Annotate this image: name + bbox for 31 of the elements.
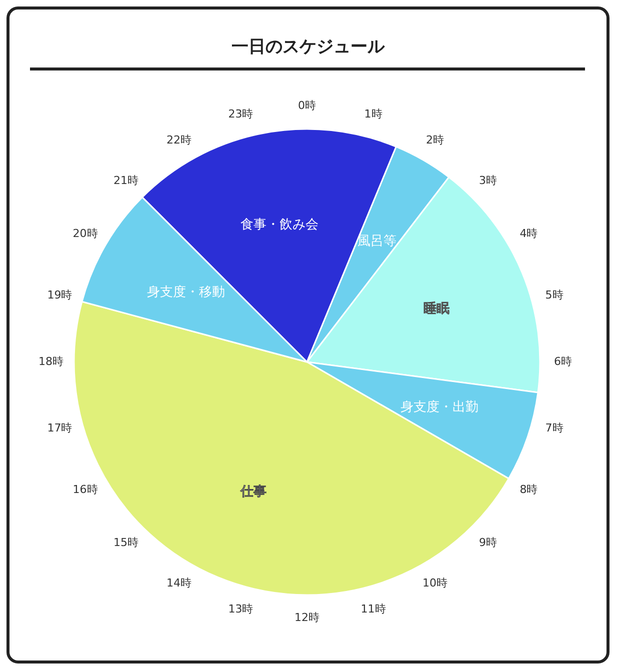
- chart-title: 一日のスケジュール: [232, 37, 386, 57]
- text: 22時: [166, 133, 192, 146]
- text: 8時: [520, 483, 538, 496]
- text: 18時: [38, 355, 64, 368]
- text: 4時: [520, 227, 538, 240]
- slice-label: 風呂等: [358, 234, 397, 249]
- slice-label: 睡眠: [423, 301, 450, 316]
- text: 11時: [360, 602, 386, 616]
- text: 23時: [228, 108, 254, 121]
- text: 19時: [47, 288, 72, 302]
- text: 21時: [113, 174, 138, 187]
- text: 14時: [166, 576, 192, 590]
- text: 17時: [47, 421, 72, 434]
- text: 16時: [72, 483, 98, 496]
- text: 7時: [545, 421, 564, 434]
- text: 20時: [72, 227, 98, 240]
- text: 6時: [554, 355, 572, 368]
- text: 0時: [298, 99, 316, 112]
- text: 9時: [479, 536, 498, 550]
- text: 1時: [364, 108, 382, 121]
- slice-label: 食事・飲み会: [240, 218, 319, 233]
- slice-label: 仕事: [239, 484, 266, 500]
- text: 3時: [479, 174, 498, 187]
- text: 2時: [426, 133, 444, 146]
- text: 13時: [228, 602, 254, 616]
- slice-label: 身支度・移動: [146, 284, 225, 300]
- slice-label: 身支度・出勤: [400, 399, 479, 416]
- text: 10時: [422, 576, 448, 590]
- text: 12時: [294, 611, 320, 624]
- text: 15時: [113, 536, 138, 550]
- text: 5時: [545, 288, 564, 302]
